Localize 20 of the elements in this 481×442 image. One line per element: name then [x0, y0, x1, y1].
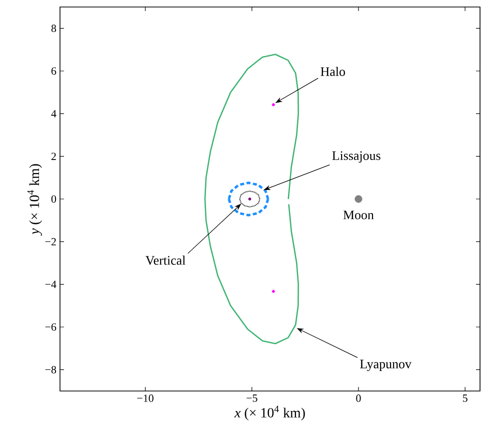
annotation: Vertical	[146, 256, 186, 265]
y-tick-label: 0	[51, 195, 56, 203]
y-axis-title: y (× 10$^{4}$ km)	[27, 164, 42, 236]
y-tick-label: 2	[51, 152, 56, 160]
y-tick-label: 6	[51, 67, 56, 75]
y-tick-label: −6	[45, 323, 56, 331]
y-tick-label: 4	[51, 110, 56, 118]
x-tick-label: 0	[356, 394, 361, 402]
y-tick-label: −2	[45, 238, 56, 246]
x-tick-label: 5	[462, 394, 468, 402]
x-axis-title: x (× 10$^{4}$ km)	[234, 406, 305, 420]
x-tick-label: −5	[246, 394, 258, 402]
annotation: Lissajous	[332, 151, 380, 163]
annotation: Halo	[320, 66, 345, 76]
y-tick-label: −4	[45, 280, 56, 288]
y-tick-label: −8	[45, 366, 56, 374]
annotation: Lyapunov	[360, 360, 412, 372]
annotation: Moon	[343, 210, 374, 220]
x-tick-label: −10	[137, 394, 154, 402]
y-tick-label: 8	[51, 24, 56, 32]
